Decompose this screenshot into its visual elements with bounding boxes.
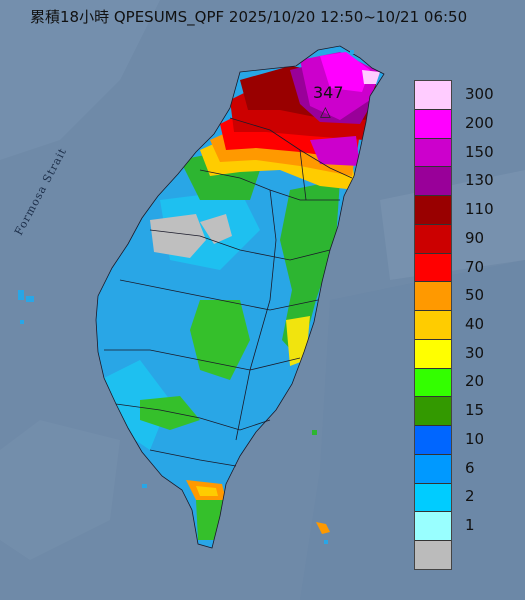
legend-label: 6 <box>465 458 475 477</box>
legend-label: 30 <box>465 343 485 362</box>
map-title: 累積18小時 QPESUMS_QPF 2025/10/20 12:50~10/2… <box>30 8 468 26</box>
legend-swatch <box>415 109 451 139</box>
legend-label: 200 <box>465 114 494 133</box>
legend-swatch <box>415 368 451 398</box>
legend-label: 50 <box>465 286 485 305</box>
legend-label: 15 <box>465 401 485 420</box>
legend-swatch <box>415 541 451 570</box>
legend-label: 300 <box>465 85 494 104</box>
legend-swatch <box>415 224 451 254</box>
legend-label: 130 <box>465 171 494 190</box>
legend-label: 10 <box>465 429 485 448</box>
legend-swatch <box>415 512 451 542</box>
color-legend <box>414 80 452 570</box>
triangle-marker-icon: △ <box>320 104 331 120</box>
legend-label: 2 <box>465 487 475 506</box>
legend-swatch <box>415 167 451 197</box>
legend-swatch <box>415 253 451 283</box>
legend-swatch <box>415 282 451 312</box>
legend-swatch <box>415 397 451 427</box>
legend-label: 90 <box>465 228 485 247</box>
offshore-islands <box>18 50 354 544</box>
legend-swatch <box>415 311 451 340</box>
legend-swatch <box>415 81 451 110</box>
legend-label: 150 <box>465 142 494 161</box>
legend-labels: 300 200 150 130 110 90 70 50 40 30 20 15 10 6 2 1 <box>460 80 520 568</box>
legend-swatch <box>415 483 451 513</box>
county-boundaries <box>95 45 385 549</box>
legend-swatch <box>415 454 451 484</box>
legend-label: 1 <box>465 515 475 534</box>
legend-label: 70 <box>465 257 485 276</box>
legend-label: 20 <box>465 372 485 391</box>
legend-swatch <box>415 426 451 455</box>
legend-label: 110 <box>465 200 494 219</box>
legend-swatch <box>415 138 451 168</box>
legend-swatch <box>415 196 451 225</box>
legend-swatch <box>415 339 451 369</box>
peak-value-label: 347 <box>313 83 344 102</box>
legend-label: 40 <box>465 315 485 333</box>
